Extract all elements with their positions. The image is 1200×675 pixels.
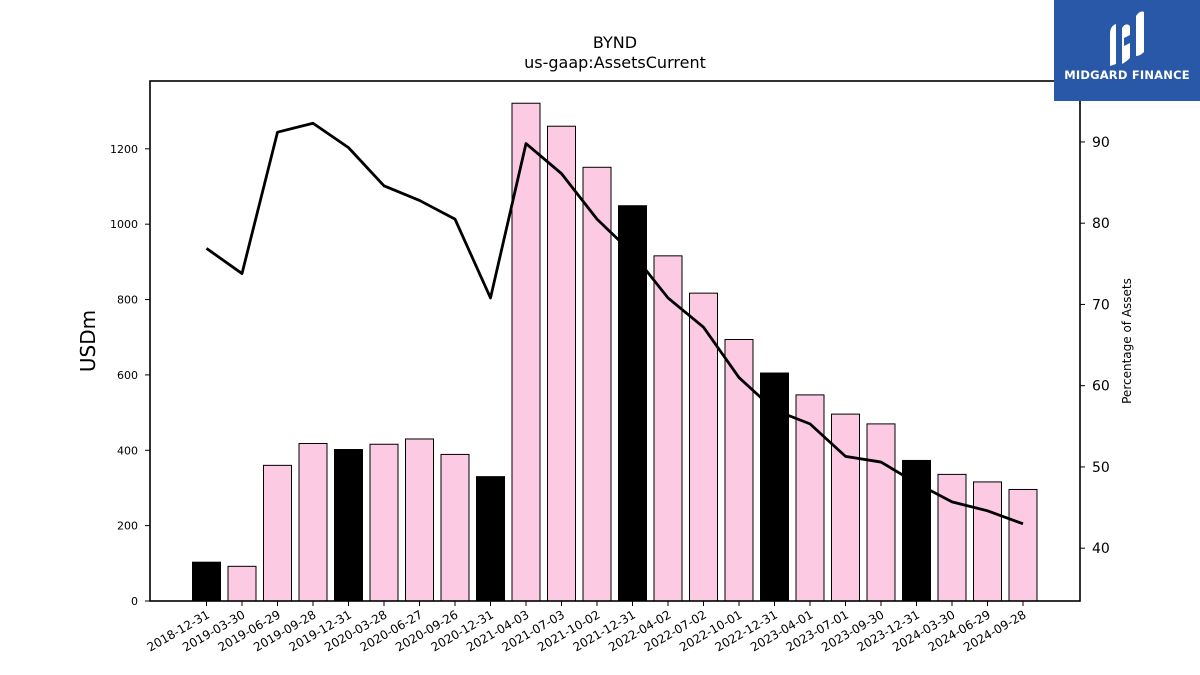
plot-frame — [149, 80, 1081, 602]
bar-2021-07-03 — [547, 125, 576, 602]
bar-2020-12-31 — [476, 476, 505, 602]
bar-2024-09-28 — [1008, 488, 1038, 602]
y2-tick-label: 60 — [1092, 379, 1110, 395]
y2-tick-label: 70 — [1092, 297, 1110, 313]
y-tick-label: 1000 — [110, 218, 138, 231]
y-tick-label: 0 — [131, 595, 138, 608]
bar-2023-12-31 — [902, 459, 931, 602]
bar-2020-06-27 — [405, 438, 434, 602]
bar-2019-03-30 — [227, 565, 257, 602]
bar-2019-12-31 — [334, 449, 363, 602]
bar-2022-10-01 — [724, 338, 754, 602]
bars-layer — [192, 102, 1038, 602]
bar-2021-10-02 — [582, 166, 612, 602]
y-tick-label: 1200 — [110, 143, 138, 156]
brand-logo: MIDGARD FINANCE — [1054, 0, 1200, 101]
y-tick-label: 400 — [117, 444, 138, 457]
bar-2023-04-01 — [795, 394, 825, 602]
percentage-line — [205, 121, 1024, 526]
y-tick-label: 800 — [117, 294, 138, 307]
bar-2020-09-26 — [440, 453, 470, 602]
bar-2022-12-31 — [760, 372, 789, 602]
y2-axis-label: Percentage of Assets — [1120, 278, 1134, 404]
y2-tick-label: 90 — [1092, 135, 1110, 151]
midgard-logo-icon — [1110, 11, 1144, 66]
bar-2021-12-31 — [618, 205, 647, 602]
bar-2023-09-30 — [866, 423, 896, 602]
bar-2022-04-02 — [653, 255, 683, 602]
bar-2018-12-31 — [192, 561, 221, 602]
y-tick-label: 200 — [117, 520, 138, 533]
chart-title: BYND — [593, 33, 637, 52]
bar-2024-03-30 — [937, 473, 967, 602]
bar-2022-07-02 — [689, 292, 718, 602]
brand-logo-text: MIDGARD FINANCE — [1064, 68, 1190, 82]
y2-tick-label: 80 — [1092, 216, 1110, 232]
bar-2019-06-29 — [263, 464, 292, 602]
line-layer — [205, 121, 1024, 526]
y-axis-label: USDm — [76, 310, 100, 372]
y2-tick-label: 50 — [1092, 460, 1110, 476]
bar-2024-06-29 — [973, 481, 1002, 602]
y2-tick-label: 40 — [1092, 541, 1110, 557]
chart-subtitle: us-gaap:AssetsCurrent — [524, 53, 706, 72]
bar-2020-03-28 — [369, 443, 399, 602]
bar-2021-04-03 — [511, 102, 541, 602]
y-tick-label: 600 — [117, 369, 138, 382]
bar-2019-09-28 — [298, 442, 328, 602]
bar-2023-07-01 — [831, 413, 860, 602]
